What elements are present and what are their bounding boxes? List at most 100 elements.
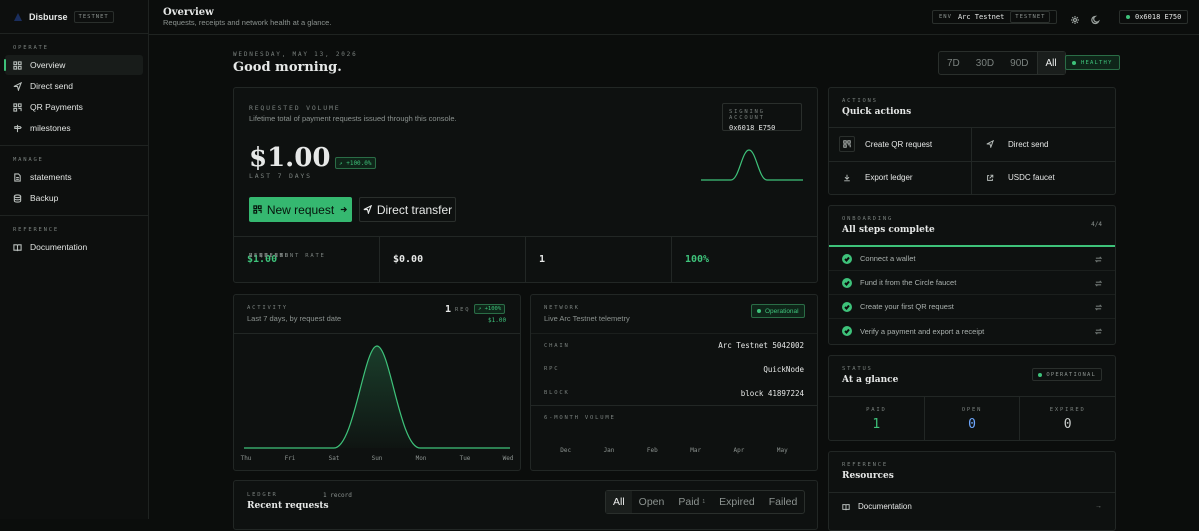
sidebar-item-documentation[interactable]: Documentation	[5, 237, 143, 257]
sidebar-item-statements[interactable]: statements	[5, 167, 143, 187]
card-description: Lifetime total of payment requests issue…	[249, 114, 457, 123]
swap-arrows-icon	[1094, 250, 1103, 268]
card-header: ONBOARDING All steps complete	[842, 216, 935, 235]
activity-day-label: Sun	[372, 455, 383, 462]
nav-section-manage: MANAGE statements Backup	[0, 146, 148, 216]
action-label: Create QR request	[865, 139, 933, 149]
status-paid[interactable]: PAID 1	[829, 397, 925, 441]
filter-failed[interactable]: Failed	[768, 496, 798, 508]
export-ledger-button[interactable]: Export ledger	[829, 161, 972, 194]
sidebar-item-direct-send[interactable]: Direct send	[5, 76, 143, 96]
new-request-button[interactable]: New request	[249, 197, 352, 222]
stat-label: PENDING	[249, 253, 285, 259]
check-icon	[842, 277, 852, 288]
network-row-value: block 41897224	[740, 388, 804, 398]
swap-arrows-icon	[1094, 274, 1103, 292]
month-label: May	[776, 447, 788, 454]
nav-section-operate: OPERATE Overview Direct send QR Payments…	[0, 34, 148, 146]
step-label: Create your first QR request	[860, 302, 954, 311]
quick-actions-card: ACTIONS Quick actions Create QR request …	[828, 87, 1116, 195]
card-label: ACTIVITY	[247, 305, 288, 311]
network-row-label: RPC	[544, 366, 560, 372]
send-icon	[13, 81, 22, 91]
activity-amount: $1.00	[488, 317, 507, 324]
range-option-30d[interactable]: 30D	[975, 57, 995, 69]
direct-send-button[interactable]: Direct send	[972, 128, 1115, 162]
sidebar-item-qr-payments[interactable]: QR Payments	[5, 97, 143, 117]
current-date: WEDNESDAY, MAY 13, 2026	[233, 51, 358, 58]
activity-day-label: Fri	[285, 455, 296, 462]
action-label: Export ledger	[865, 173, 913, 183]
sidebar-item-label: Direct send	[30, 81, 73, 91]
ledger-record-count: 1 record	[323, 492, 352, 499]
sidebar-item-backup[interactable]: Backup	[5, 188, 143, 208]
sidebar-item-milestones[interactable]: milestones	[5, 118, 143, 138]
env-label: ENV	[939, 14, 952, 20]
range-option-all[interactable]: All	[1036, 52, 1065, 74]
arrow-right-icon: →	[1095, 503, 1102, 510]
check-icon	[842, 301, 852, 312]
stat-value: 1	[539, 254, 546, 265]
send-icon	[982, 136, 998, 152]
wallet-button[interactable]: 0x6018 E750	[1119, 10, 1189, 24]
qr-icon	[253, 205, 262, 214]
stat-pending: PENDING $0.00	[249, 237, 526, 282]
sidebar-item-label: milestones	[30, 123, 71, 133]
step-label: Connect a wallet	[860, 254, 916, 263]
month-label: Mar	[690, 447, 702, 454]
status-open[interactable]: OPEN 0	[925, 397, 1021, 441]
stat-settlement-rate: SETTLEMENT RATE 100%	[249, 237, 817, 282]
activity-count: 1	[445, 304, 452, 315]
swap-arrows-icon	[1094, 298, 1103, 316]
filter-expired[interactable]: Expired	[719, 496, 755, 508]
sidebar-item-label: Overview	[30, 60, 66, 70]
status-badge: OPERATIONAL	[1032, 368, 1102, 381]
resource-documentation-link[interactable]: Documentation →	[829, 492, 1115, 520]
ledger-filter-tabs: All Open Paid 1 Expired Failed	[605, 490, 806, 514]
filter-open[interactable]: Open	[638, 496, 665, 508]
card-label: REQUESTED VOLUME	[249, 104, 341, 112]
network-row-chain: CHAIN Arc Testnet 5042002	[531, 333, 817, 357]
onboarding-step[interactable]: Fund it from the Circle faucet	[829, 271, 1115, 295]
volume-sparkline	[701, 149, 803, 181]
status-dot-icon	[757, 309, 761, 313]
step-label: Verify a payment and export a receipt	[860, 326, 985, 336]
top-header: Overview Requests, receipts and network …	[149, 0, 1199, 35]
network-row-value: Arc Testnet 5042002	[718, 341, 804, 350]
network-row-label: BLOCK	[544, 390, 570, 396]
stat-requests: REQUESTS 1	[249, 237, 672, 282]
month-label: Apr	[733, 447, 745, 454]
range-option-90d[interactable]: 90D	[1010, 57, 1029, 69]
usdc-faucet-button[interactable]: USDC faucet	[972, 162, 1115, 195]
ledger-title: Recent requests	[247, 501, 329, 511]
env-value: Arc Testnet	[957, 13, 1005, 21]
direct-transfer-label: Direct transfer	[376, 202, 453, 217]
status-expired[interactable]: EXPIRED 0	[1020, 397, 1115, 441]
onboarding-step[interactable]: Verify a payment and export a receipt	[829, 319, 1115, 343]
filter-paid[interactable]: Paid 1	[671, 491, 712, 513]
card-description: Last 7 days, by request date	[247, 314, 342, 323]
nav-section-title: OPERATE	[13, 45, 49, 51]
status-value: 0	[1063, 417, 1072, 432]
onboarding-step[interactable]: Create your first QR request	[829, 295, 1115, 319]
direct-transfer-button[interactable]: Direct transfer	[359, 197, 456, 222]
filter-all[interactable]: All	[606, 491, 632, 513]
moon-icon	[1091, 15, 1101, 25]
arrow-right-icon	[340, 206, 348, 213]
action-label: Direct send	[1008, 139, 1049, 149]
create-qr-request-button[interactable]: Create QR request	[829, 128, 972, 162]
range-option-7d[interactable]: 7D	[947, 57, 960, 69]
activity-count-unit: REQ	[455, 307, 471, 313]
brand[interactable]: Disburse TESTNET	[0, 0, 148, 34]
card-header: STATUS At a glance	[842, 366, 898, 385]
database-icon	[13, 193, 22, 203]
onboarding-step[interactable]: Connect a wallet	[829, 247, 1115, 271]
environment-pill[interactable]: ENV Arc Testnet TESTNET	[932, 10, 1058, 24]
status-label: OPEN	[961, 407, 983, 413]
theme-toggle-button[interactable]	[1091, 12, 1101, 25]
settings-button[interactable]	[1070, 12, 1080, 24]
stat-value: $0.00	[393, 254, 424, 265]
status-card: STATUS At a glance OPERATIONAL PAID 1 OP…	[828, 355, 1116, 441]
sidebar-item-overview[interactable]: Overview	[4, 55, 143, 75]
signing-account: SIGNING ACCOUNT 0x6018 E750	[722, 103, 802, 132]
